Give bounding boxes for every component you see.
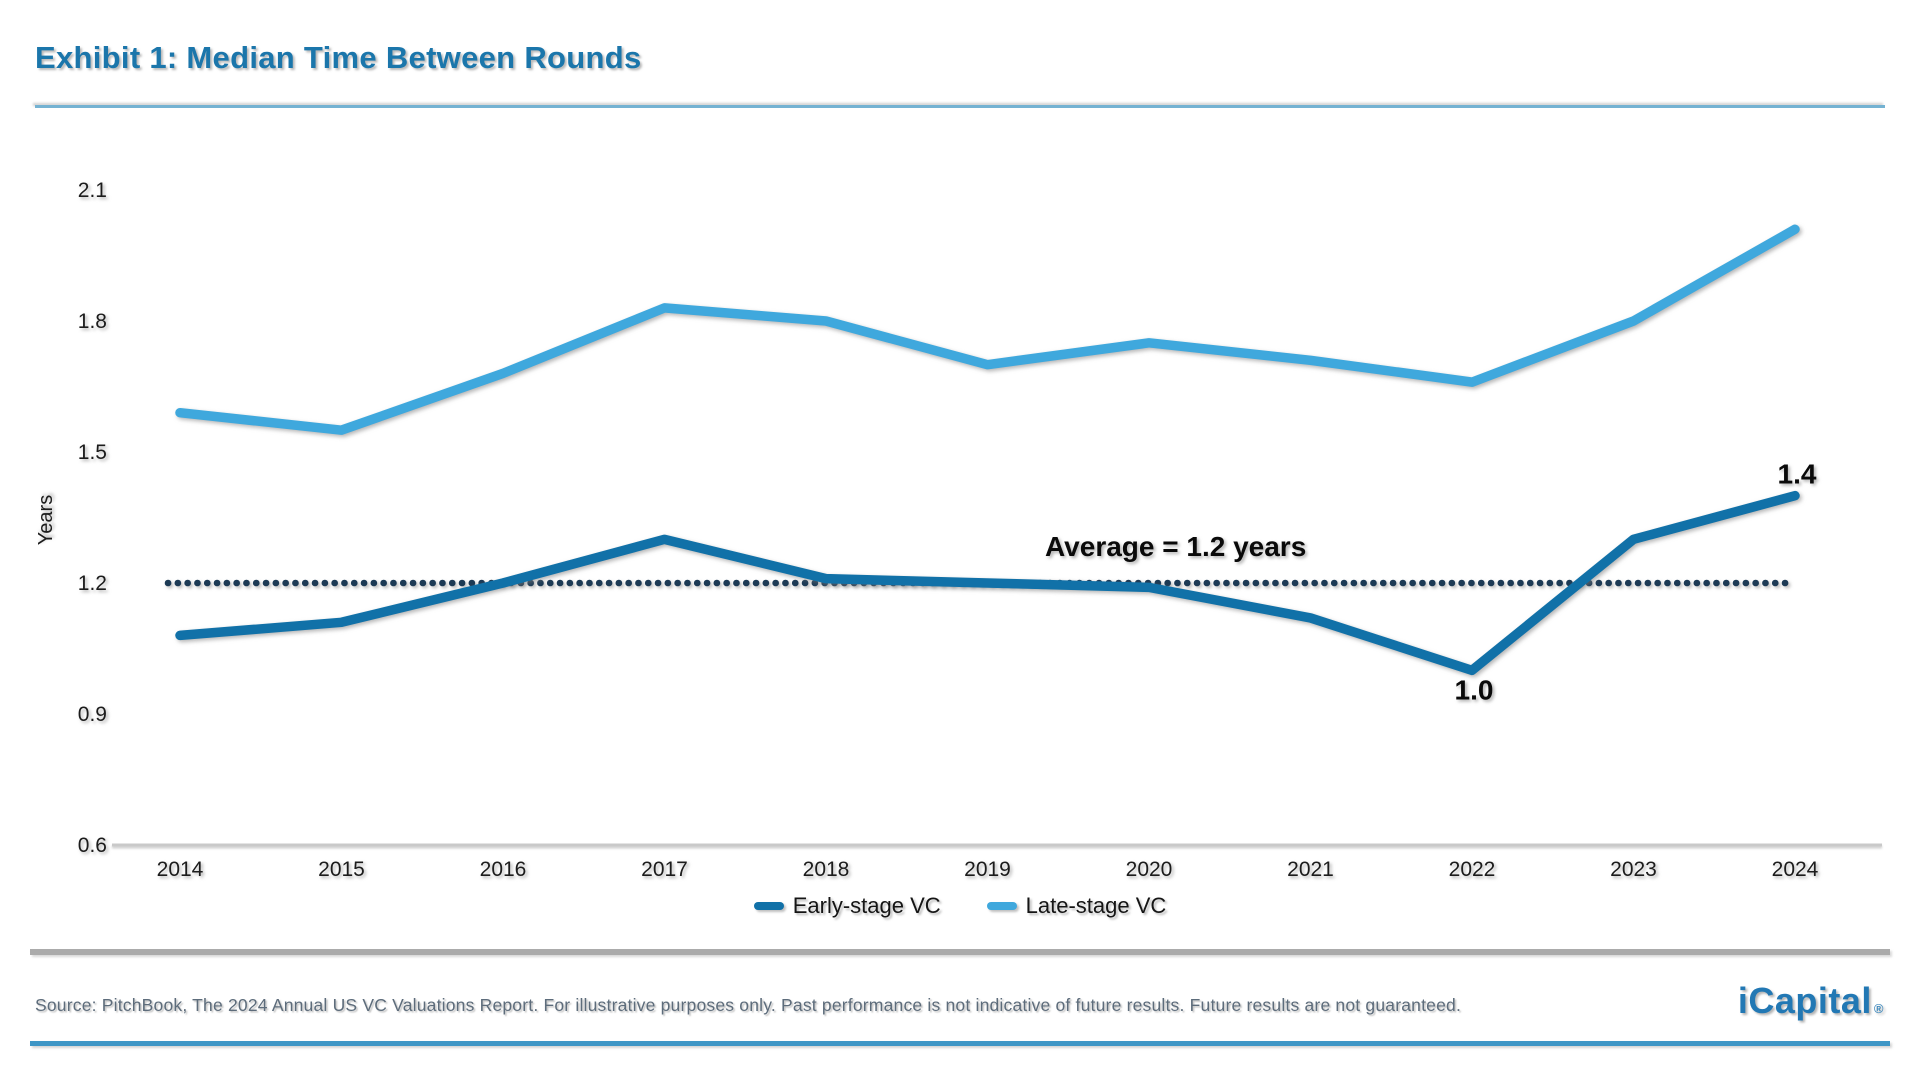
x-tick-label: 2019 (964, 858, 1011, 881)
x-tick-label: 2016 (480, 858, 527, 881)
x-tick-label: 2023 (1610, 858, 1657, 881)
icapital-logo-text: iCapital (1737, 980, 1872, 1021)
y-axis-title: Years (35, 495, 57, 545)
chart-legend: Early-stage VC Late-stage VC (0, 893, 1920, 919)
y-tick-label: 1.8 (78, 310, 107, 333)
legend-item-late-stage-vc: Late-stage VC (986, 893, 1167, 919)
legend-marker-early-stage-vc (753, 902, 784, 910)
x-tick-label: 2018 (803, 858, 850, 881)
x-tick-label: 2024 (1772, 858, 1819, 881)
x-tick-label: 2022 (1449, 858, 1496, 881)
legend-item-early-stage-vc: Early-stage VC (753, 893, 941, 919)
y-tick-label: 0.9 (78, 703, 107, 726)
data-label-1-4: 1.4 (1778, 459, 1817, 490)
x-tick-label: 2017 (641, 858, 688, 881)
legend-marker-late-stage-vc (986, 902, 1017, 910)
icapital-logo: iCapital ® (1738, 980, 1884, 1022)
source-note: Source: PitchBook, The 2024 Annual US VC… (35, 995, 1462, 1015)
registered-mark: ® (1873, 1001, 1884, 1016)
chart-line-early-stage-vc (175, 490, 1800, 676)
bottom-divider (30, 1041, 1890, 1046)
legend-label-early-stage-vc: Early-stage VC (792, 893, 941, 918)
title-divider (35, 105, 1885, 108)
legend-label-late-stage-vc: Late-stage VC (1025, 893, 1167, 918)
footer-divider (30, 949, 1890, 955)
y-tick-label: 2.1 (78, 179, 107, 202)
x-tick-label: 2015 (318, 858, 365, 881)
chart-line-late-stage-vc (175, 224, 1800, 435)
data-label-1-0: 1.0 (1455, 674, 1494, 705)
y-tick-label: 1.5 (78, 441, 107, 464)
x-tick-label: 2014 (157, 858, 204, 881)
y-tick-label: 1.2 (78, 572, 107, 595)
x-tick-label: 2020 (1126, 858, 1173, 881)
y-tick-label: 0.6 (78, 834, 107, 857)
x-tick-label: 2021 (1287, 858, 1334, 881)
average-line-label: Average = 1.2 years (1045, 531, 1306, 562)
page-title: Exhibit 1: Median Time Between Rounds (35, 40, 642, 75)
